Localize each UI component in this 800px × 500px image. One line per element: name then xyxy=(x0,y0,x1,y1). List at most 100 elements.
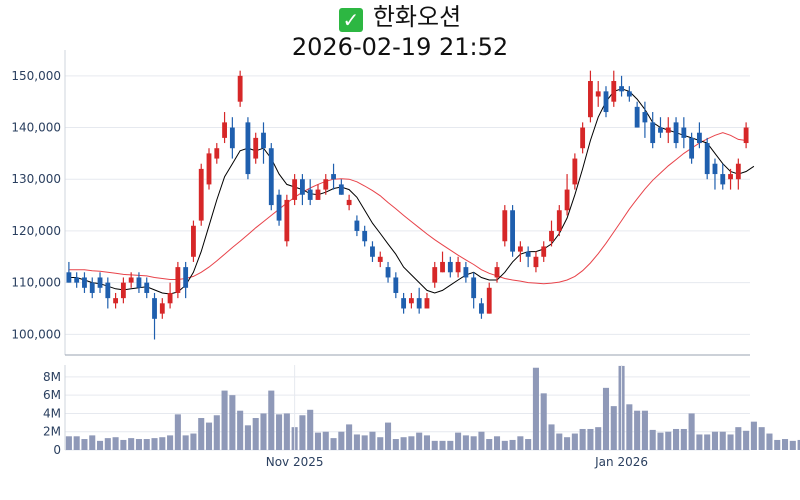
title-line-name: ✓ 한화오션 xyxy=(0,2,800,32)
price-tick-label: 110,000 xyxy=(11,276,61,290)
volume-bar xyxy=(120,439,127,450)
volume-bar xyxy=(711,431,719,450)
candlestick xyxy=(416,287,422,314)
volume-bar xyxy=(361,435,368,450)
price-tick-label: 120,000 xyxy=(11,224,61,238)
volume-bar xyxy=(525,439,532,450)
volume-bar xyxy=(276,414,283,450)
candle-body xyxy=(191,225,196,257)
candlestick xyxy=(128,272,134,288)
volume-bar xyxy=(743,430,750,450)
volume-bar xyxy=(112,437,119,450)
volume-bar xyxy=(641,410,648,450)
volume-bar xyxy=(260,413,267,450)
volume-bar xyxy=(532,367,539,450)
candle-body xyxy=(720,174,726,185)
candlestick xyxy=(229,117,235,159)
volume-bar xyxy=(579,428,586,450)
candle-body xyxy=(377,256,383,262)
candle-body xyxy=(408,298,414,304)
candlestick xyxy=(385,261,391,283)
candle-body xyxy=(393,277,399,293)
volume-bar xyxy=(680,428,687,450)
candlestick xyxy=(276,189,282,226)
candle-body xyxy=(128,277,134,283)
candlestick xyxy=(136,272,142,293)
volume-bar xyxy=(540,393,547,450)
volume-bar xyxy=(548,424,555,450)
candlestick xyxy=(455,256,461,278)
volume-bar xyxy=(244,425,251,450)
candlestick xyxy=(198,163,204,226)
candle-body xyxy=(673,122,679,144)
candlestick xyxy=(331,163,336,190)
candle-body xyxy=(556,210,562,231)
candlestick xyxy=(689,132,695,164)
candlestick xyxy=(603,86,609,118)
candle-body xyxy=(159,303,165,314)
candlestick xyxy=(432,261,438,288)
candlestick xyxy=(175,261,181,299)
volume-bar xyxy=(657,432,664,450)
candle-body xyxy=(253,137,259,159)
candlestick xyxy=(105,277,111,309)
candle-body xyxy=(198,168,204,221)
candlestick xyxy=(159,298,165,319)
volume-bar xyxy=(143,439,150,450)
volume-bar xyxy=(159,437,166,450)
volume-tick-label: 8M xyxy=(43,370,61,384)
volume-bar xyxy=(564,437,571,450)
volume-bar xyxy=(307,409,314,450)
candlestick xyxy=(720,163,726,190)
candlestick xyxy=(704,137,710,180)
candle-body xyxy=(152,298,157,319)
candle-body xyxy=(619,86,624,92)
candle-body xyxy=(97,277,103,288)
volume-bar xyxy=(470,436,477,450)
volume-bar xyxy=(322,431,329,450)
candlestick xyxy=(393,272,399,299)
volume-bar xyxy=(174,414,181,450)
candlestick xyxy=(206,148,212,190)
candle-body xyxy=(136,277,142,288)
candle-body xyxy=(416,298,422,309)
x-tick-label: Jan 2026 xyxy=(594,455,648,469)
volume-bar xyxy=(719,431,726,450)
candle-body xyxy=(113,298,119,304)
volume-bar xyxy=(781,439,789,450)
candle-body xyxy=(626,91,632,97)
candlestick xyxy=(580,122,586,154)
candle-body xyxy=(144,282,150,293)
volume-bar xyxy=(758,427,765,450)
candlestick xyxy=(370,241,375,262)
candle-body xyxy=(82,277,87,288)
volume-bar xyxy=(517,436,524,450)
candle-body xyxy=(588,81,593,118)
candlestick xyxy=(66,261,72,283)
candle-body xyxy=(331,174,336,180)
volume-bar xyxy=(634,410,641,450)
candle-body xyxy=(268,148,274,206)
candle-body xyxy=(401,298,407,309)
candle-body xyxy=(463,267,469,278)
candle-body xyxy=(74,277,80,283)
candle-body xyxy=(658,127,663,133)
candle-body xyxy=(603,91,609,113)
candle-body xyxy=(385,267,391,278)
candlestick xyxy=(681,117,687,149)
volume-tick-label: 0 xyxy=(53,443,61,457)
candlestick xyxy=(113,292,119,309)
volume-bar xyxy=(478,431,485,450)
volume-bar xyxy=(688,413,695,450)
volume-bar xyxy=(135,439,142,450)
candlestick xyxy=(471,272,477,309)
candle-body xyxy=(728,174,733,180)
candle-body xyxy=(175,267,181,293)
candle-body xyxy=(743,127,749,144)
volume-bar xyxy=(252,418,259,450)
candle-body xyxy=(712,163,718,175)
volume-bar xyxy=(190,433,197,450)
volume-bar xyxy=(400,437,407,450)
candlestick xyxy=(712,158,718,190)
candle-body xyxy=(237,75,243,102)
